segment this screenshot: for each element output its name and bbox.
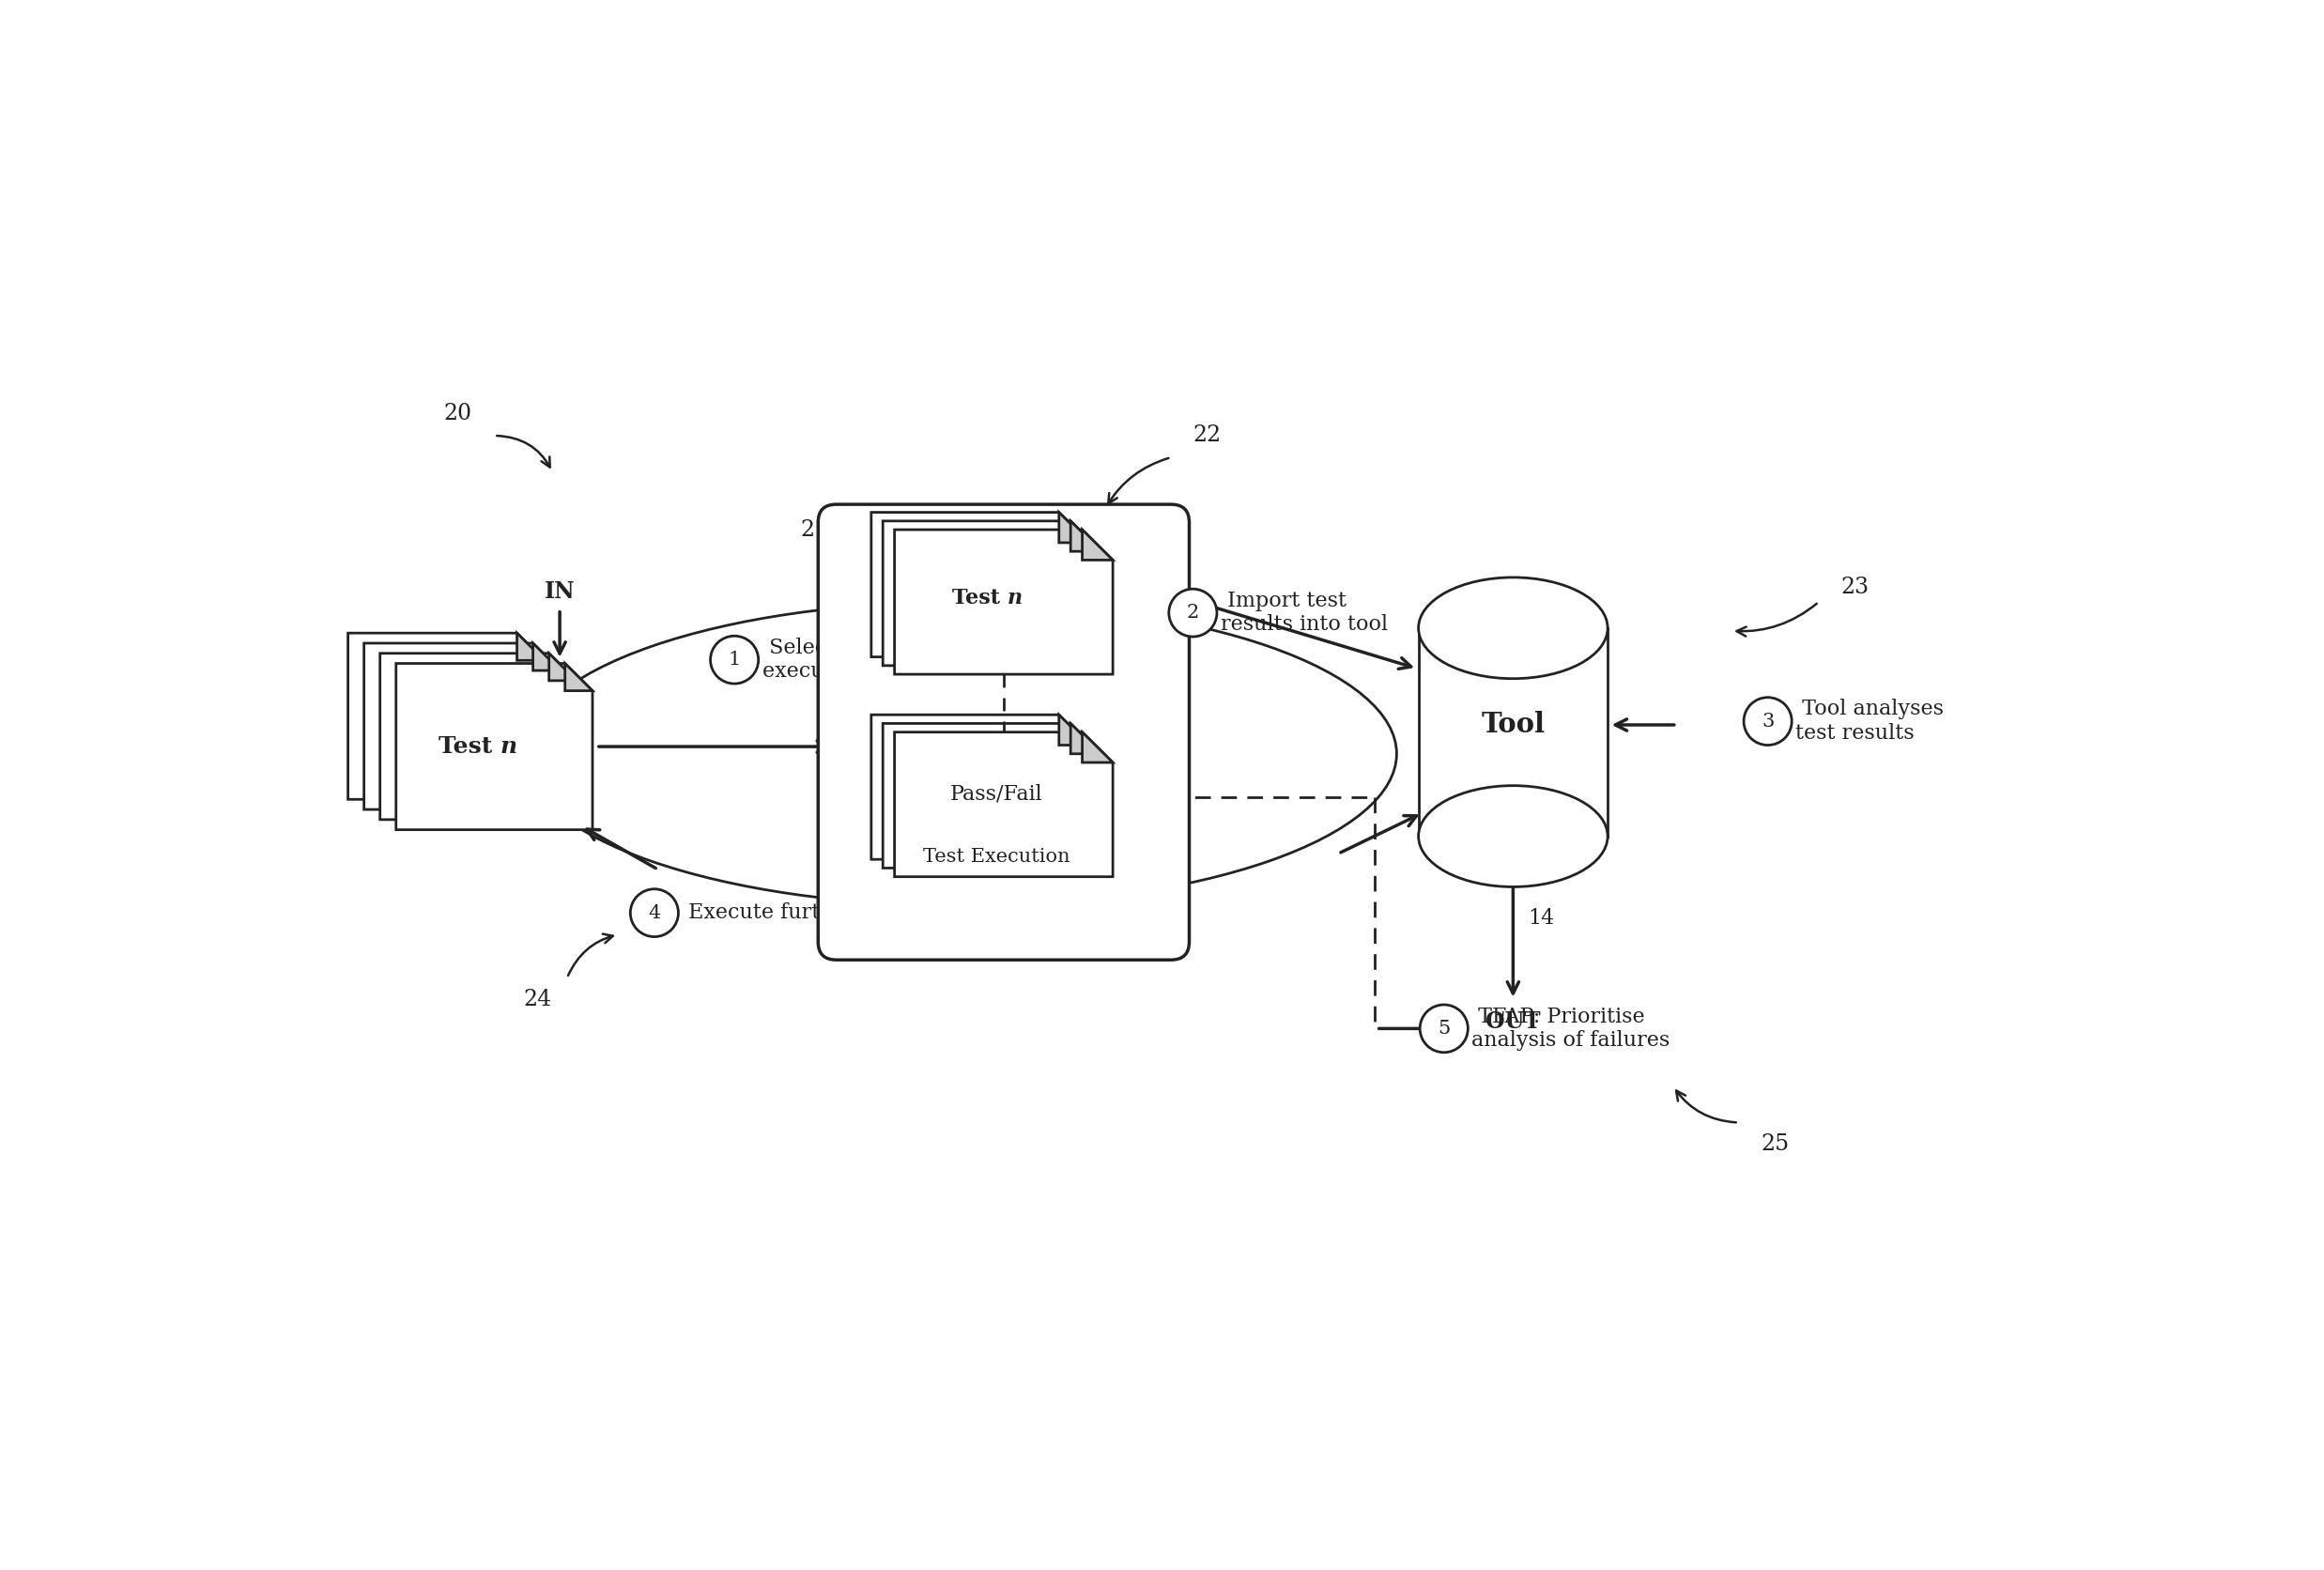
Text: Import test
results into tool: Import test results into tool (1220, 590, 1387, 636)
Polygon shape (1071, 521, 1102, 551)
Text: 21: 21 (799, 518, 830, 540)
Polygon shape (1060, 714, 1090, 746)
Polygon shape (1071, 724, 1102, 754)
Polygon shape (1418, 628, 1608, 837)
Text: Test: Test (439, 735, 500, 758)
Polygon shape (365, 644, 560, 810)
Polygon shape (349, 633, 544, 799)
Polygon shape (895, 529, 1113, 674)
Text: Test Execution: Test Execution (923, 848, 1069, 865)
Polygon shape (1083, 529, 1113, 560)
Circle shape (1169, 589, 1218, 637)
Text: 2: 2 (1188, 604, 1199, 622)
Text: 3: 3 (1762, 713, 1773, 730)
Ellipse shape (1418, 785, 1608, 887)
Polygon shape (872, 714, 1090, 859)
Polygon shape (1060, 512, 1090, 543)
Text: 22: 22 (1192, 425, 1222, 446)
Text: 5: 5 (1439, 1019, 1450, 1038)
Text: Tool analyses
test results: Tool analyses test results (1796, 699, 1943, 744)
Polygon shape (872, 512, 1090, 656)
Text: 23: 23 (1841, 576, 1868, 598)
Text: 14: 14 (1527, 907, 1555, 928)
Polygon shape (381, 653, 576, 820)
Text: Tool: Tool (1480, 711, 1545, 738)
Text: 24: 24 (523, 989, 553, 1011)
Text: n: n (500, 735, 518, 758)
Circle shape (1420, 1005, 1469, 1052)
Text: Pass/Fail: Pass/Fail (951, 783, 1043, 804)
Text: Test: Test (953, 589, 1006, 609)
Text: 20: 20 (444, 403, 472, 425)
Polygon shape (1083, 732, 1113, 763)
FancyBboxPatch shape (818, 504, 1190, 959)
Polygon shape (548, 653, 576, 681)
Text: 25: 25 (1762, 1134, 1789, 1156)
Circle shape (711, 636, 758, 683)
Polygon shape (895, 732, 1113, 876)
Polygon shape (565, 664, 593, 691)
Text: n: n (1006, 589, 1023, 609)
Text: 4: 4 (648, 904, 660, 922)
Polygon shape (395, 664, 593, 829)
Text: IN: IN (544, 579, 574, 603)
Circle shape (630, 889, 679, 937)
Polygon shape (883, 521, 1102, 666)
Text: Select and
execute tests: Select and execute tests (762, 637, 902, 681)
Polygon shape (516, 633, 544, 661)
Polygon shape (532, 644, 560, 670)
Ellipse shape (1418, 578, 1608, 678)
Polygon shape (883, 724, 1102, 868)
Circle shape (1743, 697, 1792, 746)
Text: OUT: OUT (1485, 1011, 1541, 1033)
Text: Execute further tests if desirable: Execute further tests if desirable (681, 903, 1039, 923)
Text: 1: 1 (727, 652, 741, 669)
Text: TFAP: Prioritise
analysis of failures: TFAP: Prioritise analysis of failures (1471, 1006, 1671, 1050)
